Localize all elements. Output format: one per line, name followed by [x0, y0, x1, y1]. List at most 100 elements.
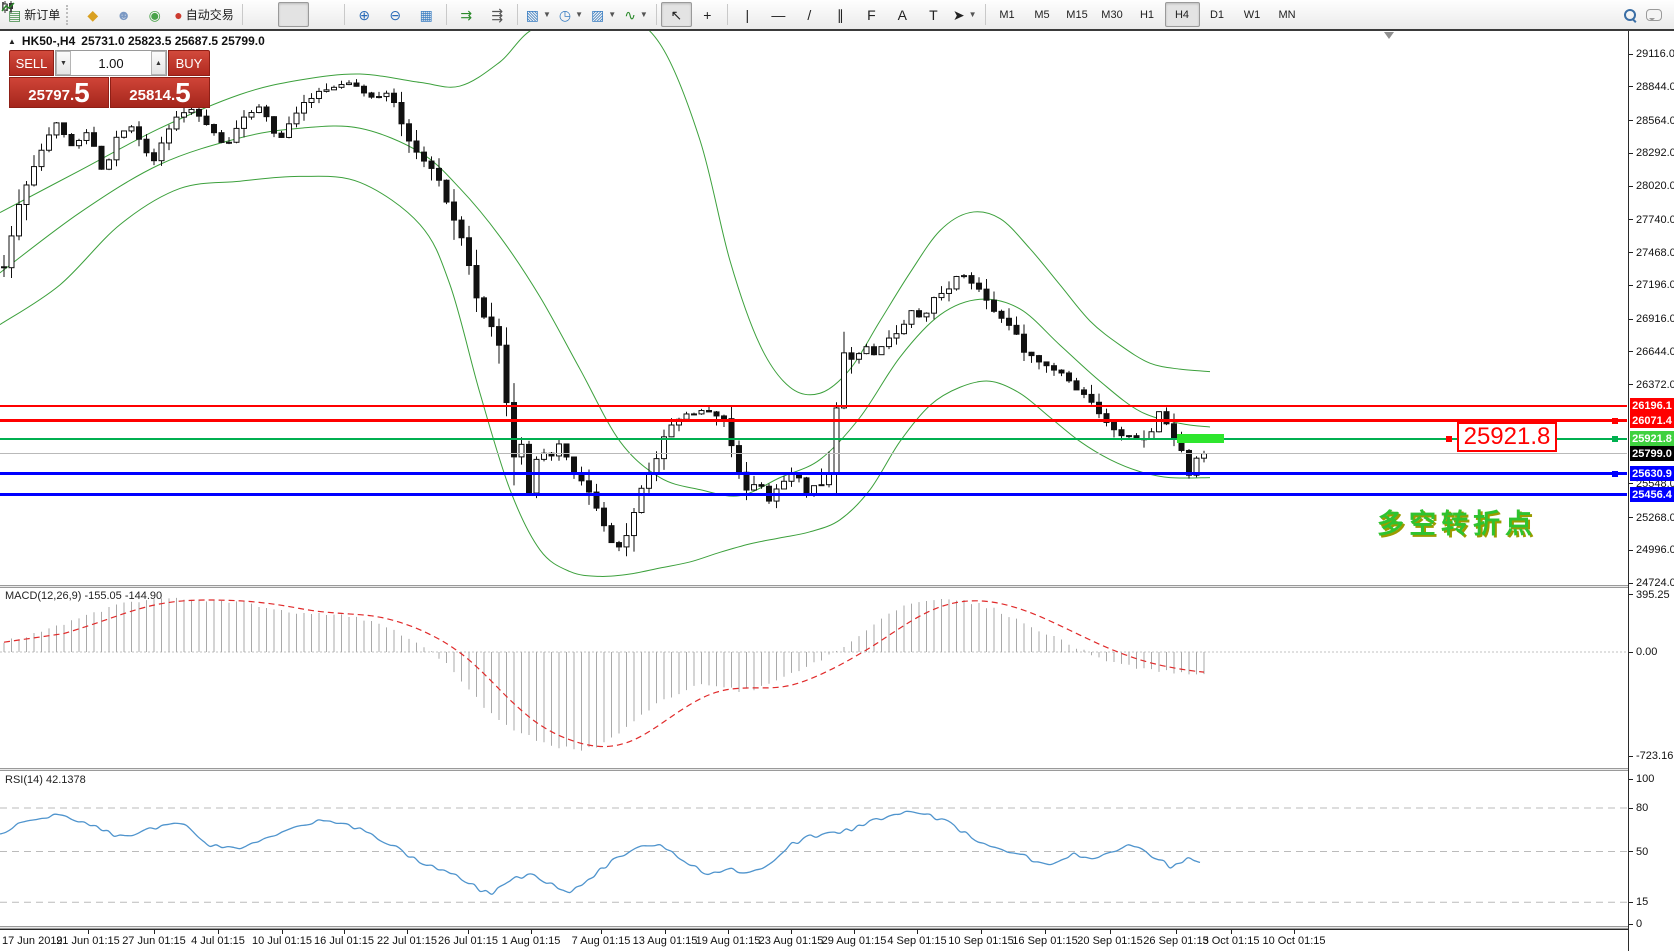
text-icon: A [897, 6, 908, 23]
candle-body [166, 128, 172, 144]
price-tick-label: 28564.0 [1636, 114, 1674, 127]
chart-shift-marker-icon[interactable] [1384, 32, 1394, 39]
candle-body [713, 411, 720, 417]
one-click-collapse-icon[interactable]: ▲ [8, 36, 16, 46]
candle-body [998, 310, 1005, 319]
axis-tick-mark [854, 930, 855, 934]
axis-tick-mark [1231, 930, 1232, 934]
candle-body [1006, 317, 1012, 326]
autotrade-button[interactable]: ● 自动交易 [170, 2, 237, 27]
vertical-line-button[interactable]: | [732, 2, 763, 27]
candle-body [68, 134, 75, 147]
support-line-25630-marker[interactable] [1612, 470, 1618, 477]
pane-separator[interactable] [0, 585, 1674, 588]
channel-button[interactable]: ∥ [825, 2, 856, 27]
toolbar-grip[interactable] [66, 4, 73, 25]
gem-icon-button[interactable]: ◆ [77, 2, 108, 27]
candle-body [421, 151, 427, 162]
sell-price[interactable]: 25797. 5 [9, 77, 109, 108]
timeframe-button-m30[interactable]: M30 [1101, 8, 1123, 21]
pivot-line-25921-price-label: 25921.8 [1630, 431, 1674, 447]
candle-body [526, 443, 532, 494]
zoom-in-button[interactable]: ⊕ [349, 2, 380, 27]
candle-body [233, 127, 240, 143]
candle-body [263, 106, 270, 118]
timeframe-button-w1[interactable]: W1 [1243, 8, 1261, 21]
price-tick-label: 26644.0 [1636, 345, 1674, 358]
arrows-button[interactable]: ➤ ▼ [949, 2, 981, 27]
timeframe-button-m1[interactable]: M1 [999, 8, 1015, 21]
pivot-line-25921[interactable] [0, 437, 1627, 440]
new-chart-button[interactable]: ▧ ▼ [522, 2, 555, 27]
zoom-out-button[interactable]: ⊖ [380, 2, 411, 27]
periods-button[interactable]: ◷ ▼ [555, 2, 587, 27]
timeframe-button-m15[interactable]: M15 [1066, 8, 1088, 21]
text-button[interactable]: A [887, 2, 918, 27]
axis-tick-mark [1629, 651, 1633, 653]
highlight-segment[interactable] [1177, 434, 1224, 444]
volume-input[interactable]: 1.00 [98, 55, 124, 71]
chevron-down-icon: ▼ [639, 10, 648, 19]
templates-icon: ▨ [591, 6, 605, 23]
sell-button[interactable]: SELL [9, 50, 54, 76]
resistance-line-26196[interactable] [0, 404, 1627, 407]
callout-anchor-marker[interactable] [1446, 435, 1452, 442]
candle-body [1073, 380, 1080, 391]
autotrade-button-label: 自动交易 [185, 8, 234, 22]
cursor-button[interactable]: ↖ [660, 2, 692, 27]
fibonacci-button[interactable]: F [856, 2, 887, 27]
timeframe-button-m5[interactable]: M5 [1034, 8, 1050, 21]
timeframe-button-h1[interactable]: H1 [1139, 8, 1155, 21]
axis-tick-mark [791, 930, 792, 934]
price-axis[interactable]: 29116.0 28844.0 28564.0 28292.0 28020.0 27740… [1628, 31, 1674, 951]
timeframe-button-mn[interactable]: MN [1278, 8, 1296, 21]
auto-scroll-button[interactable]: ⇉ [451, 2, 482, 27]
candle-body [46, 134, 52, 151]
templates-button[interactable]: ▨ ▼ [587, 2, 620, 27]
search-icon[interactable] [1624, 8, 1637, 23]
text-label-button[interactable]: T [918, 2, 949, 27]
time-tick-label: 23 Aug 01:15 [758, 935, 824, 947]
trend-line-button[interactable]: / [794, 2, 825, 27]
volume-decrease-button[interactable]: ▼ [56, 51, 71, 75]
pane-separator[interactable] [0, 926, 1674, 929]
chart-shift-button[interactable]: ⇶ [482, 2, 513, 27]
pane-separator[interactable] [0, 768, 1674, 771]
volume-increase-button[interactable]: ▲ [151, 51, 166, 75]
axis-tick-mark [1110, 930, 1111, 934]
time-tick-label: 16 Sep 01:15 [1012, 935, 1078, 947]
axis-tick-mark [1629, 384, 1633, 386]
horizontal-line-button[interactable]: — [763, 2, 794, 27]
buy-button[interactable]: BUY [168, 50, 210, 76]
resistance-line-26071-marker[interactable] [1612, 417, 1618, 424]
current-price-line[interactable] [0, 453, 1627, 455]
crosshair-button[interactable]: + [692, 2, 723, 27]
support-line-25630[interactable] [0, 472, 1627, 476]
rsi-tick-label: 15 [1636, 896, 1649, 909]
horizontal-line-icon: — [771, 6, 786, 23]
time-axis[interactable]: 17 Jun 2019 21 Jun 01:15 27 Jun 01:15 4 Jul… [0, 929, 1674, 951]
support-line-25456[interactable] [0, 493, 1627, 497]
time-tick-label: 19 Aug 01:15 [695, 935, 761, 947]
buy-price[interactable]: 25814. 5 [110, 77, 210, 108]
signals-button[interactable]: ◉ [139, 2, 170, 27]
price-callout-label[interactable]: 25921.8 [1457, 422, 1557, 452]
pivot-line-25921-marker[interactable] [1612, 435, 1618, 442]
indicators-button[interactable]: ∿ ▼ [620, 2, 652, 27]
timeframe-button-h4[interactable]: H4 [1164, 2, 1200, 27]
chat-icon[interactable] [1646, 8, 1662, 21]
candle-body [496, 326, 502, 346]
timeframe-button-d1[interactable]: D1 [1209, 8, 1225, 21]
line-chart-button[interactable] [1, 2, 340, 27]
resistance-line-26071[interactable] [0, 419, 1627, 423]
tile-windows-button[interactable]: ▦ [411, 2, 442, 27]
time-tick-label: 17 Jun 2019 [2, 935, 63, 947]
bar-chart-button[interactable] [2, 2, 278, 27]
candle-chart-button[interactable] [2, 1, 309, 27]
axis-tick-mark [1629, 219, 1633, 221]
candle-body [623, 535, 630, 548]
axis-tick-mark [917, 930, 918, 934]
tile-windows-icon: ▦ [419, 6, 433, 23]
profile-button[interactable]: ☻ [108, 2, 139, 27]
annotation-text[interactable]: 多空转折点 [1377, 509, 1537, 539]
